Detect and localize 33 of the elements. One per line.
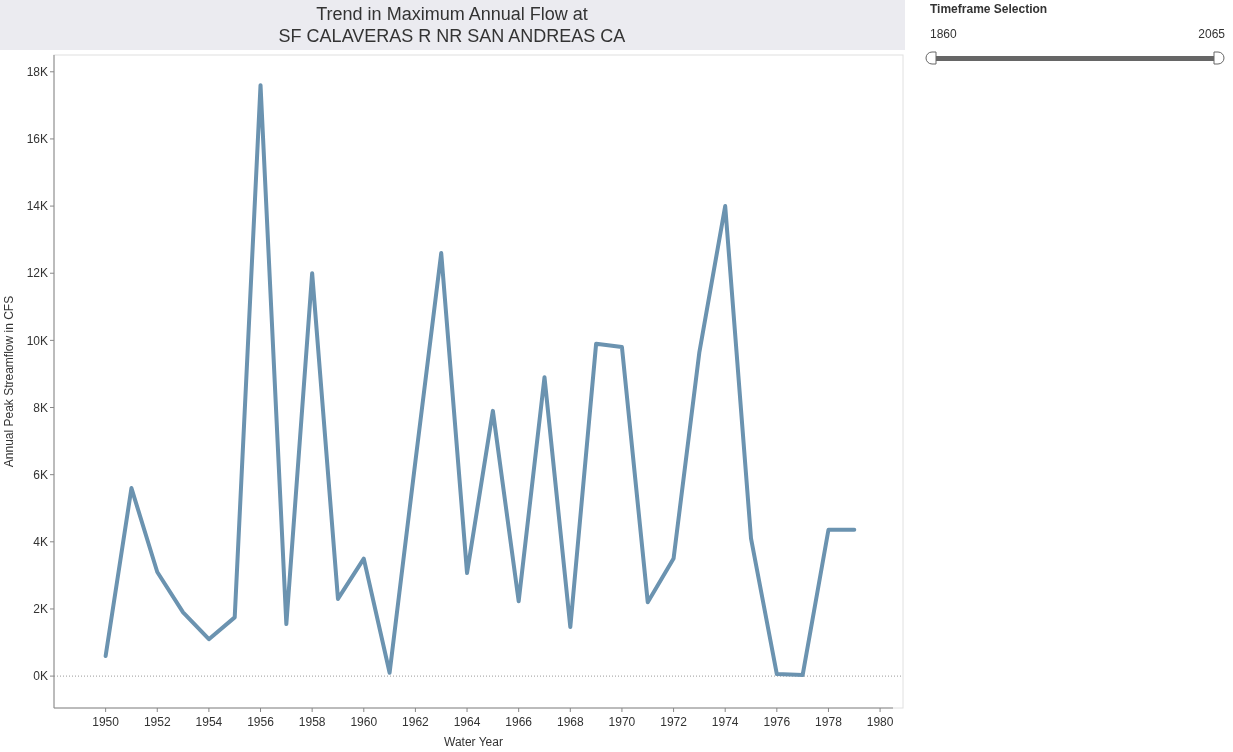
x-tick-label: 1980: [866, 715, 894, 729]
y-tick-label: 16K: [26, 132, 48, 147]
y-tick-label: 2K: [33, 602, 48, 617]
x-tick-label: 1958: [298, 715, 326, 729]
x-tick-label: 1976: [763, 715, 791, 729]
chart-title: Trend in Maximum Annual Flow at SF CALAVERAS R NR SAN ANDREAS CA: [278, 4, 626, 46]
y-tick-label: 4K: [33, 535, 48, 550]
x-tick-label: 1972: [660, 715, 688, 729]
y-tick-label: 18K: [26, 64, 48, 79]
y-tick-label: 8K: [33, 400, 48, 415]
y-tick-label: 6K: [33, 467, 48, 482]
x-tick-label: 1968: [556, 715, 584, 729]
y-tick-label: 12K: [26, 266, 48, 281]
y-axis-title: Annual Peak Streamflow in CFS: [2, 295, 16, 468]
x-tick-label: 1960: [350, 715, 378, 729]
y-tick-label: 0K: [33, 669, 48, 684]
y-tick-label: 10K: [26, 333, 48, 348]
x-tick-label: 1964: [453, 715, 481, 729]
x-tick-label: 1952: [143, 715, 171, 729]
text: 1860: [930, 27, 958, 41]
text: 2065: [1198, 27, 1226, 41]
x-tick-label: 1966: [505, 715, 533, 729]
x-axis-title: Water Year: [444, 735, 503, 749]
x-tick-label: 1954: [195, 715, 223, 729]
x-tick-label: 1956: [247, 715, 275, 729]
line-series: [103, 83, 857, 678]
x-tick-label: 1970: [608, 715, 636, 729]
x-tick-label: 1950: [92, 715, 120, 729]
x-tick-label: 1974: [711, 715, 739, 729]
y-tick-label: 14K: [26, 199, 48, 214]
x-tick-label: 1978: [815, 715, 843, 729]
x-tick-label: 1962: [402, 715, 430, 729]
text: Timeframe Selection: [930, 2, 1048, 16]
